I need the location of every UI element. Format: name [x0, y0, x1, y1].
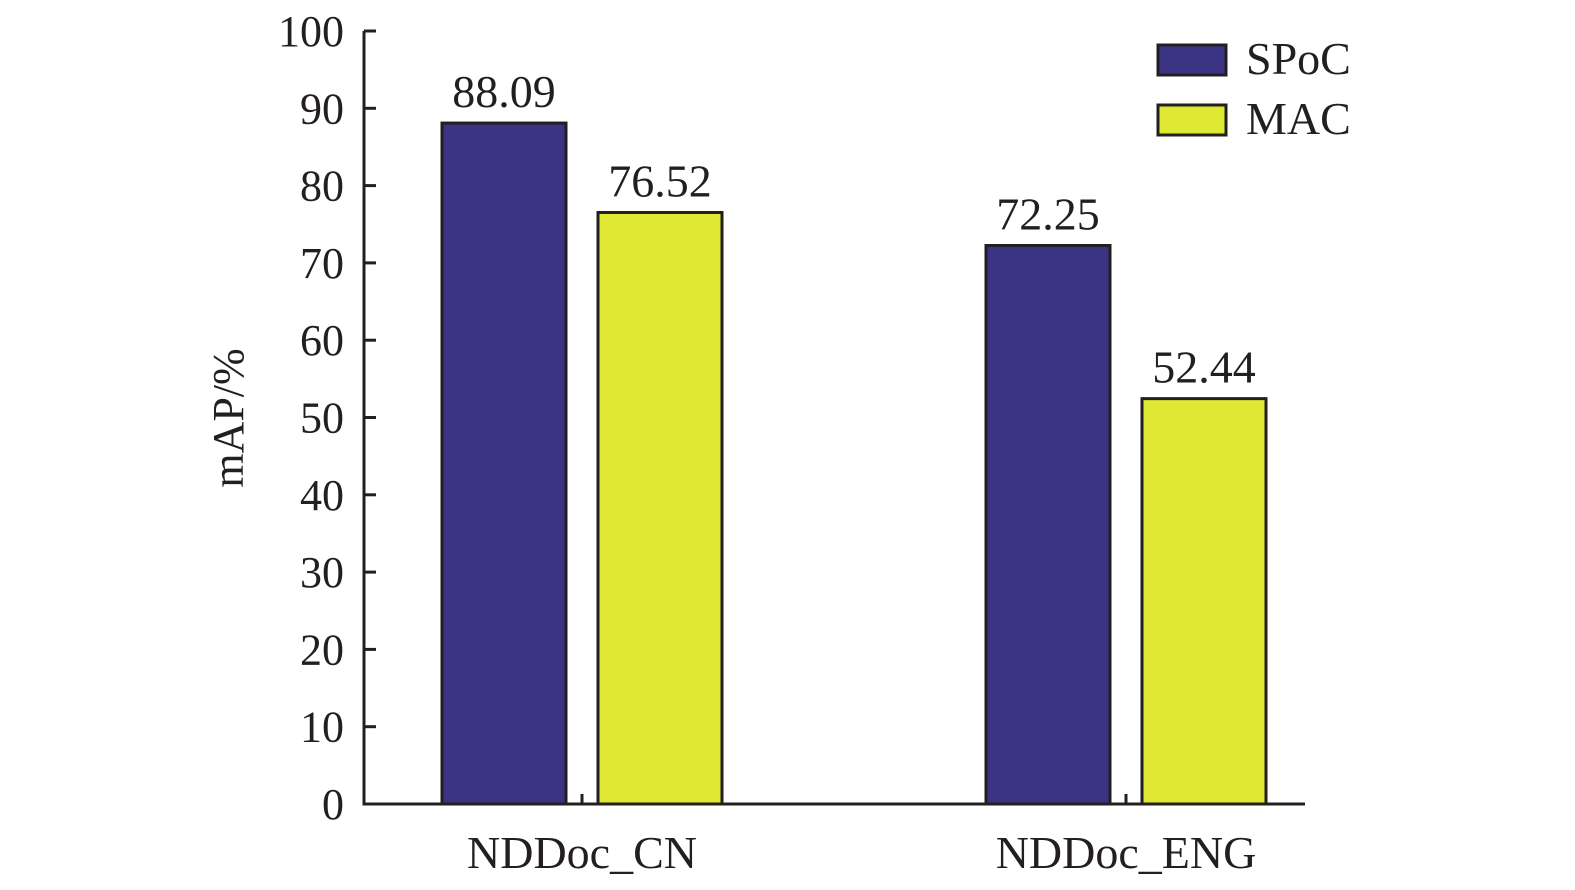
y-tick-label: 30 [300, 548, 344, 597]
data-label-mac-1: 76.52 [608, 156, 712, 207]
legend-swatch-mac [1156, 103, 1228, 137]
data-label-spoc-2: 72.25 [996, 189, 1100, 240]
legend-label-spoc: SPoC [1246, 33, 1351, 84]
bar-spoc-1 [440, 121, 568, 806]
bar-spoc-2 [984, 244, 1112, 806]
legend: SPoC MAC [1156, 33, 1351, 144]
legend-label-mac: MAC [1246, 93, 1351, 144]
data-labels-group: 88.09 76.52 72.25 52.44 [452, 66, 1256, 393]
y-tick-label: 80 [300, 162, 344, 211]
bar-mac-1 [596, 211, 724, 806]
data-label-mac-2: 52.44 [1152, 342, 1256, 393]
y-tick-label: 40 [300, 471, 344, 520]
y-tick-label: 60 [300, 316, 344, 365]
data-label-spoc-1: 88.09 [452, 66, 556, 117]
bar-mac-2 [1140, 397, 1268, 806]
y-tick-label: 100 [278, 7, 344, 56]
y-axis-ticks: 0 10 20 30 40 50 60 70 80 90 100 [278, 7, 376, 829]
x-category-label: NDDoc_ENG [996, 827, 1257, 878]
y-tick-label: 20 [300, 625, 344, 674]
y-tick-label: 10 [300, 703, 344, 752]
x-axis-categories: NDDoc_CN NDDoc_ENG [467, 794, 1256, 878]
y-axis-title: mAP/% [204, 348, 253, 487]
y-tick-label: 0 [322, 780, 344, 829]
legend-swatch-spoc [1156, 43, 1228, 77]
bars-group [440, 121, 1268, 806]
y-tick-label: 50 [300, 394, 344, 443]
y-tick-label: 90 [300, 84, 344, 133]
y-tick-label: 70 [300, 239, 344, 288]
x-category-label: NDDoc_CN [467, 827, 697, 878]
